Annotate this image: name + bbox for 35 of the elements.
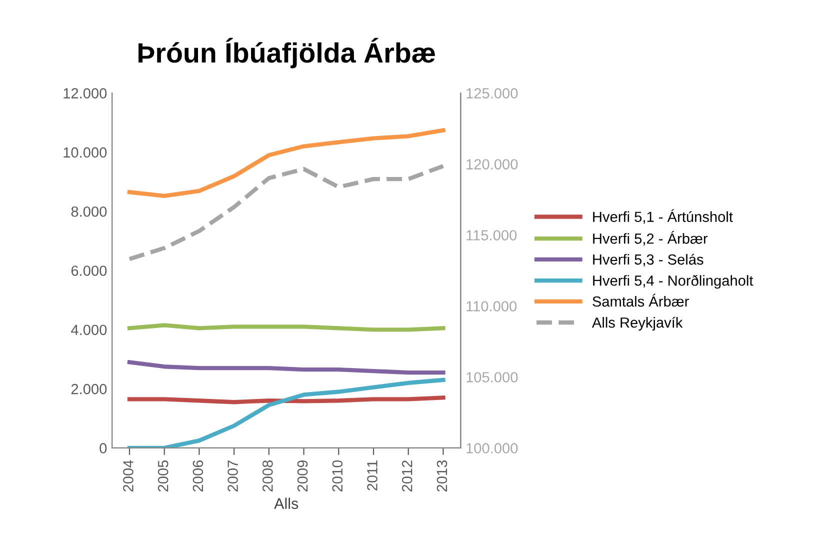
y2-tick-label: 125.000 [466,88,518,98]
y2-tick-label: 115.000 [466,230,517,240]
legend-label: Samtals Árbær [592,294,689,307]
line-series [127,378,446,448]
x-tick-label: 2013 [436,460,448,492]
y-tick-label: 0 [100,443,107,454]
x-tick-label: 2012 [402,460,412,492]
x-tick-label: 2007 [228,460,238,492]
y-tick-label: 2.000 [71,384,107,394]
x-axis-title: Alls [274,498,298,509]
x-tick-label: 2008 [262,460,273,492]
x-tick-label: 2006 [192,460,204,492]
x-tick-label: 2010 [332,460,343,492]
y2-tick-label: 105.000 [466,372,518,382]
y2-tick-label: 110.000 [466,301,517,312]
line-series [127,128,446,198]
y2-tick-label: 120.000 [466,159,518,170]
y-tick-label: 12.000 [64,88,107,98]
y-tick-label: 10.000 [64,147,107,158]
legend-label: Hverfi 5,3 - Selás [593,254,704,266]
x-tick-label: 2011 [367,460,378,490]
y-tick-label: 8.000 [71,206,107,217]
y-tick-label: 4.000 [71,324,107,336]
legend-label: Hverfi 5,2 - Árbær [593,231,708,246]
x-tick-label: 2005 [158,460,168,492]
x-tick-label: 2004 [123,460,134,492]
chart-title: Þróun Íbúafjölda Árbæ [138,38,435,68]
line-series [127,360,446,375]
legend-label: Alls Reykjavík [592,316,683,331]
y2-tick-label: 100.000 [466,443,518,454]
x-tick-label: 2009 [297,460,308,492]
legend-label: Hverfi 5,1 - Ártúnsholt [593,209,733,224]
y-tick-label: 6.000 [71,266,107,276]
legend-label: Hverfi 5,4 - Norðlingaholt [593,274,754,289]
line-series [127,164,446,262]
